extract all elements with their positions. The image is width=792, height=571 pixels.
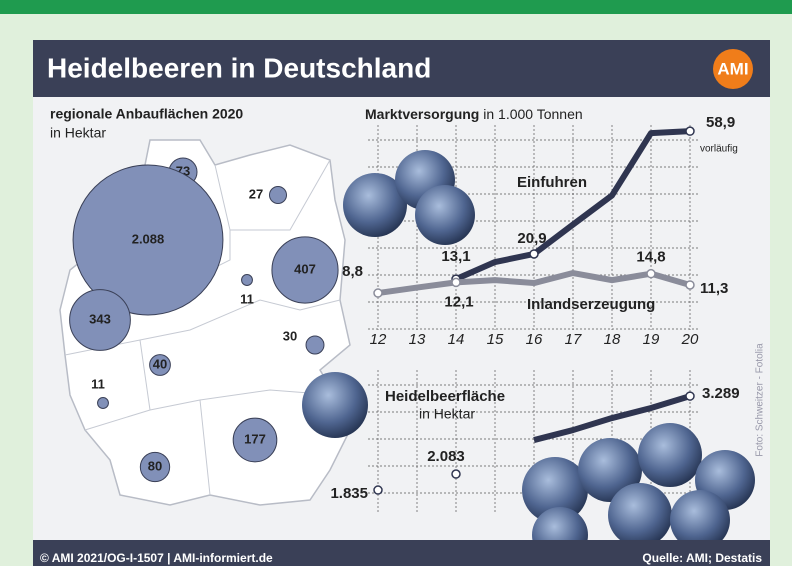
bubble-label: 30 — [283, 328, 297, 343]
bubble — [306, 336, 324, 354]
point — [374, 289, 382, 297]
value-label: 20,9 — [517, 230, 546, 247]
value-label: 14,8 — [636, 249, 665, 266]
value-label: 1.835 — [330, 485, 368, 502]
bubble — [269, 186, 286, 203]
x-tick-label: 12 — [370, 331, 387, 348]
annotation: vorläufig — [700, 144, 738, 155]
value-label: 12,1 — [444, 293, 473, 310]
point — [686, 392, 694, 400]
point — [452, 470, 460, 478]
point — [374, 486, 382, 494]
x-tick-label: 14 — [448, 331, 465, 348]
bubble-label: 2.088 — [132, 231, 165, 246]
point — [686, 127, 694, 135]
bubble-label: 343 — [89, 311, 111, 326]
photo-credit: Foto: Schweitzer - Fotolia — [755, 343, 766, 457]
x-tick-label: 18 — [604, 331, 621, 348]
chart-subtitle: in 1.000 Tonnen — [483, 106, 582, 122]
series-label: Einfuhren — [517, 174, 587, 191]
x-tick-label: 17 — [565, 331, 582, 348]
point — [686, 281, 694, 289]
chart-subtitle: in Hektar — [419, 406, 475, 422]
bubble-label: 11 — [91, 376, 105, 391]
value-label: 8,8 — [342, 263, 363, 280]
value-label: 11,3 — [700, 280, 728, 297]
title: Heidelbeeren in Deutschland — [47, 52, 431, 83]
x-tick-label: 15 — [487, 331, 504, 348]
x-tick-label: 20 — [681, 331, 699, 348]
footer-right: Quelle: AMI; Destatis — [642, 551, 762, 565]
point — [452, 278, 460, 286]
value-label: 3.289 — [702, 385, 740, 402]
infographic: Heidelbeeren in Deutschland AMI regional… — [0, 0, 792, 566]
logo-text: AMI — [717, 59, 748, 78]
series-label: Inlandserzeugung — [527, 296, 655, 313]
bubble — [98, 398, 109, 409]
bubble-label: 11 — [240, 291, 254, 306]
top-bar — [0, 0, 792, 14]
bubble-label: 80 — [148, 458, 162, 473]
bubble-label: 407 — [294, 261, 316, 276]
point — [647, 270, 655, 278]
chart-title-main: Marktversorgung — [365, 106, 479, 122]
x-tick-label: 19 — [643, 331, 660, 348]
chart-title: Heidelbeerfläche — [385, 388, 505, 405]
map-subtitle: in Hektar — [50, 125, 106, 141]
bubble-label: 27 — [249, 186, 263, 201]
value-label: 13,1 — [441, 248, 470, 265]
chart-title: Marktversorgung in 1.000 Tonnen — [365, 106, 583, 122]
bubble — [242, 275, 253, 286]
x-tick-label: 13 — [409, 331, 426, 348]
footer-left: © AMI 2021/OG-I-1507 | AMI-informiert.de — [40, 551, 273, 565]
value-label: 2.083 — [427, 448, 465, 465]
value-label: 58,9 — [706, 114, 735, 131]
bubble-label: 40 — [153, 356, 167, 371]
map-title: regionale Anbauflächen 2020 — [50, 106, 243, 122]
x-tick-label: 16 — [526, 331, 543, 348]
point — [530, 250, 538, 258]
bubble-label: 177 — [244, 431, 266, 446]
